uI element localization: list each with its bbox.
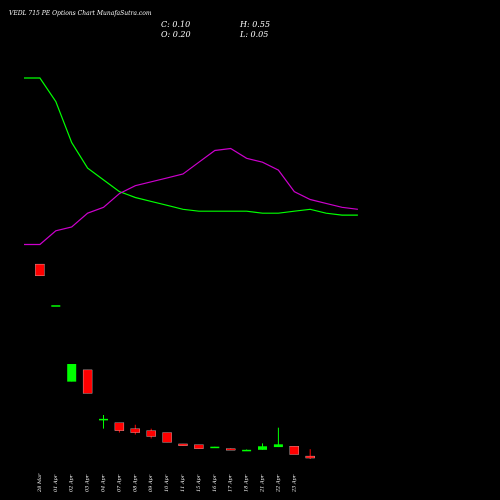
x-tick-label: 04 Apr <box>101 474 107 492</box>
candle-08-apr <box>130 424 140 435</box>
series-line-1 <box>24 77 358 216</box>
x-axis-ticks: 28 Mar 01 Apr 02 Apr 03 Apr 04 Apr 07 Apr 08 A… <box>37 473 297 493</box>
x-tick-label: 23 Apr <box>291 474 297 493</box>
x-tick-label: 02 Apr <box>69 474 75 492</box>
x-tick-label: 03 Apr <box>85 474 91 492</box>
candle-body <box>305 455 315 459</box>
candle-17-apr <box>226 448 236 451</box>
candle-09-apr <box>146 428 156 439</box>
x-tick-label: 22 Apr <box>275 474 281 493</box>
candle-04-apr <box>99 414 108 429</box>
candle-body <box>273 444 283 448</box>
candle-body <box>114 422 125 431</box>
series-line-2 <box>24 147 358 246</box>
x-tick-label: 08 Apr <box>132 474 138 492</box>
candle-11-apr <box>178 443 188 446</box>
x-tick-label: 21 Apr <box>260 474 266 493</box>
x-tick-label: 09 Apr <box>148 474 154 492</box>
x-tick-label: 16 Apr <box>212 474 218 492</box>
open-value: O: 0.20 <box>161 30 191 39</box>
candle-01-apr <box>51 305 61 307</box>
candle-body <box>51 305 61 307</box>
candle-16-apr <box>210 446 220 449</box>
chart-title: VEDL 715 PE Options Chart MunafaSutra.co… <box>9 10 152 17</box>
candle-body <box>67 364 77 382</box>
candle-03-apr <box>82 369 93 394</box>
x-tick-label: 15 Apr <box>196 474 202 492</box>
candle-15-apr <box>194 444 204 449</box>
candle-02-apr <box>67 364 77 382</box>
x-tick-label: 17 Apr <box>228 474 234 492</box>
x-tick-label: 01 Apr <box>53 474 59 492</box>
moving-average-lines <box>24 77 358 246</box>
candle-body <box>178 443 188 446</box>
candle-07-apr <box>114 422 125 433</box>
close-value: C: 0.10 <box>161 20 190 29</box>
candle-body <box>210 446 220 449</box>
candlesticks <box>35 263 315 460</box>
candle-23-apr <box>289 446 299 455</box>
candle-body <box>82 369 93 394</box>
candle-21-apr <box>258 443 267 450</box>
candle-body <box>35 263 45 277</box>
candle-18-apr <box>242 449 252 452</box>
candle-body <box>242 449 252 452</box>
candle-28-mar <box>35 263 45 277</box>
candle-22-apr <box>273 427 283 448</box>
candle-10-apr <box>162 432 172 443</box>
candle-body <box>146 430 156 437</box>
high-value: H: 0.55 <box>239 20 270 29</box>
candle-24-apr <box>305 449 315 460</box>
candle-body <box>194 444 204 449</box>
candle-body <box>258 446 267 450</box>
x-tick-label: 07 Apr <box>116 474 122 492</box>
x-tick-label: 11 Apr <box>180 474 186 492</box>
x-tick-label: 18 Apr <box>244 474 250 492</box>
candle-body <box>226 448 236 451</box>
x-tick-label: 10 Apr <box>164 474 170 492</box>
low-value: L: 0.05 <box>239 30 268 39</box>
x-tick-label: 28 Mar <box>37 473 43 493</box>
candle-body <box>162 432 172 443</box>
candle-body <box>289 446 299 455</box>
candle-body <box>130 428 140 433</box>
candle-body <box>99 418 108 421</box>
